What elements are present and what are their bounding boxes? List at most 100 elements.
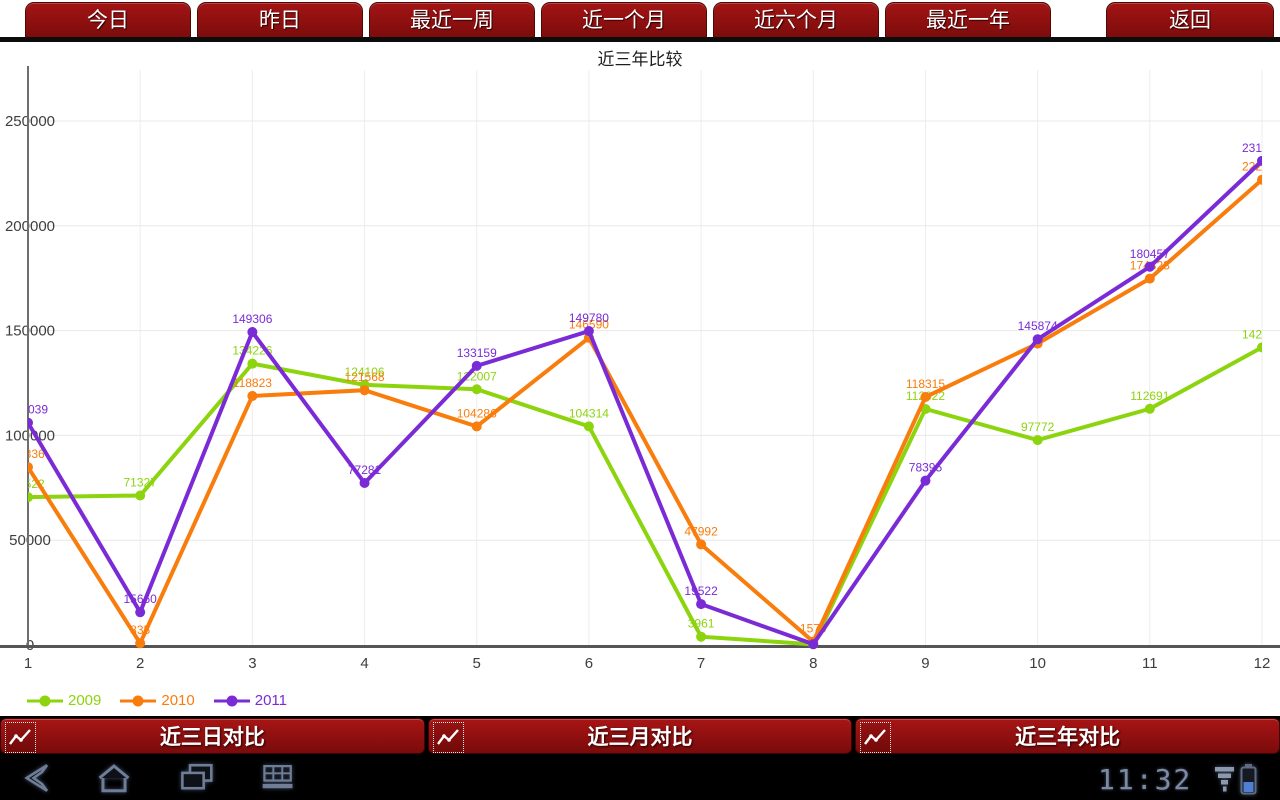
- svg-text:6: 6: [585, 655, 593, 672]
- point-label-2009: 124106: [345, 365, 385, 379]
- svg-text:7: 7: [697, 655, 705, 672]
- data-point-2011: [247, 327, 258, 338]
- data-point-2010: [135, 638, 146, 649]
- data-point-2009: [696, 631, 707, 642]
- data-point-2011: [1257, 155, 1262, 166]
- tab-three-month-compare[interactable]: 近三月对比: [427, 718, 853, 754]
- data-point-2011: [1032, 334, 1043, 345]
- top-divider: [0, 37, 1280, 42]
- last-six-months-button[interactable]: 近六个月: [713, 2, 879, 37]
- point-label-2010: 835: [130, 623, 150, 637]
- svg-text:150000: 150000: [5, 323, 55, 340]
- signal-icon: [1215, 767, 1234, 792]
- svg-text:100000: 100000: [5, 427, 55, 444]
- tab-three-year-compare[interactable]: 近三年对比: [855, 718, 1280, 754]
- legend-item-2009: 2009: [26, 692, 101, 709]
- point-label-2011: 78395: [909, 461, 943, 475]
- svg-text:4: 4: [360, 655, 368, 672]
- data-point-2011: [471, 360, 482, 371]
- point-label-2010: 84836: [11, 447, 45, 461]
- data-point-2009: [471, 384, 482, 395]
- point-label-2010: 104286: [457, 406, 497, 420]
- point-label-2011: 15660: [123, 592, 157, 606]
- line-chart-icon: [5, 722, 36, 753]
- series-line-2011: [28, 159, 1262, 647]
- point-label-2011: 149306: [232, 312, 272, 326]
- point-label-2009: 3961: [688, 617, 715, 631]
- legend-marker-icon: [213, 695, 250, 706]
- recent-apps-icon[interactable]: [172, 761, 220, 795]
- svg-text:50000: 50000: [9, 532, 51, 549]
- grid-icon[interactable]: [254, 761, 302, 795]
- svg-text:250000: 250000: [5, 113, 55, 130]
- svg-text:8: 8: [809, 655, 817, 672]
- svg-text:5: 5: [473, 655, 481, 672]
- point-label-2009: 97772: [1021, 420, 1055, 434]
- data-point-2010: [696, 539, 707, 550]
- series-line-2010: [28, 178, 1262, 648]
- legend-label: 2011: [254, 692, 288, 709]
- data-point-2010: [1257, 174, 1262, 185]
- point-label-2010: 118823: [233, 376, 272, 390]
- point-label-2010: 118315: [906, 377, 945, 391]
- legend-marker-icon: [120, 695, 157, 706]
- svg-text:200000: 200000: [5, 218, 55, 235]
- back-button[interactable]: 返回: [1106, 2, 1274, 37]
- chart-area: 近三年比较 0500001000001500002000002500001234…: [0, 42, 1280, 716]
- point-label-2009: 142000: [1242, 327, 1280, 341]
- line-chart-icon: [860, 722, 892, 753]
- system-bar: 11:32: [0, 756, 1280, 800]
- legend-label: 2009: [68, 692, 102, 709]
- data-point-2011: [359, 478, 370, 489]
- svg-text:2: 2: [136, 655, 144, 672]
- last-week-button[interactable]: 最近一周: [369, 2, 535, 37]
- yesterday-button[interactable]: 昨日: [197, 2, 363, 37]
- data-point-2010: [28, 462, 33, 473]
- tab-label: 近三年对比: [1015, 726, 1121, 749]
- data-point-2009: [135, 490, 146, 501]
- svg-text:9: 9: [921, 655, 929, 672]
- last-year-button[interactable]: 最近一年: [885, 2, 1051, 37]
- data-point-2010: [359, 385, 370, 396]
- home-icon[interactable]: [90, 761, 138, 795]
- data-point-2010: [1144, 273, 1155, 284]
- data-point-2011: [583, 326, 594, 337]
- legend-marker-icon: [27, 695, 63, 706]
- bottom-tab-bar: 近三日对比 近三月对比 近三年对比: [0, 716, 1280, 756]
- point-label-2009: 71327: [123, 475, 157, 489]
- data-point-2009: [28, 492, 33, 503]
- point-label-2011: 77281: [348, 463, 382, 477]
- svg-text:11: 11: [1142, 655, 1158, 672]
- clock: 11:32: [1098, 763, 1193, 796]
- data-point-2009: [583, 421, 594, 432]
- three-year-comparison-line-chart: 0500001000001500002000002500001234567891…: [0, 66, 1280, 672]
- top-nav-bar: 今日 昨日 最近一周 近一个月 近六个月 最近一年 返回: [0, 0, 1280, 42]
- today-button[interactable]: 今日: [25, 2, 191, 37]
- data-point-2010: [247, 390, 258, 401]
- point-label-2010: 47992: [684, 524, 718, 538]
- point-label-2011: 133159: [457, 346, 497, 360]
- svg-text:12: 12: [1254, 655, 1271, 672]
- point-label-2009: 104314: [569, 406, 609, 420]
- legend-label: 2010: [161, 692, 195, 709]
- data-point-2010: [471, 421, 482, 432]
- data-point-2011: [696, 599, 707, 610]
- point-label-2011: 19522: [684, 584, 718, 598]
- legend-item-2010: 2010: [119, 692, 195, 709]
- series-line-2009: [28, 345, 1262, 647]
- point-label-2011: 145874: [1018, 319, 1058, 333]
- back-icon[interactable]: [12, 761, 60, 795]
- svg-text:10: 10: [1029, 655, 1046, 672]
- data-point-2011: [920, 475, 931, 486]
- data-point-2009: [1144, 403, 1155, 414]
- chart-legend: 2009 2010 2011: [26, 692, 287, 709]
- tab-label: 近三日对比: [159, 726, 265, 749]
- point-label-2011: 106039: [8, 403, 48, 417]
- tab-three-day-compare[interactable]: 近三日对比: [0, 718, 425, 754]
- svg-text:3: 3: [248, 655, 256, 672]
- data-point-2009: [1257, 342, 1262, 353]
- data-point-2010: [920, 392, 931, 403]
- last-month-button[interactable]: 近一个月: [541, 2, 707, 37]
- battery-icon: [1240, 764, 1257, 795]
